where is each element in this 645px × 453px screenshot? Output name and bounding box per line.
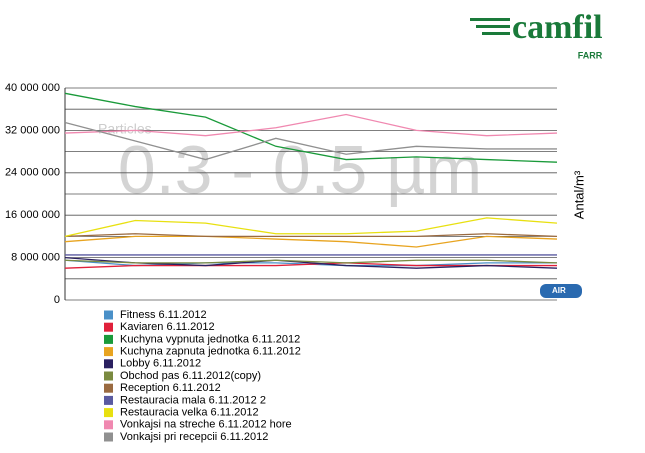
legend-swatch: [104, 334, 113, 344]
legend-label: Lobby 6.11.2012: [120, 358, 201, 370]
legend-label: Kuchyna zapnuta jednotka 6.11.2012: [120, 346, 301, 358]
legend-swatch: [104, 395, 113, 405]
logo-name: camfil: [512, 9, 603, 46]
legend-label: Fitness 6.11.2012: [120, 309, 207, 321]
legend-label: Restauracia mala 6.11.2012 2: [120, 394, 266, 406]
y-axis-label: Antal/m³: [571, 170, 586, 219]
logo-stripe: [476, 25, 510, 28]
legend-swatch: [104, 359, 113, 369]
series-line: [64, 259, 558, 264]
logo-stripe: [470, 18, 510, 21]
logo-sub: FARR: [578, 50, 603, 60]
series-line: [64, 217, 558, 238]
y-tick-label: 32 000 000: [5, 124, 60, 136]
series-line: [64, 121, 557, 161]
series-line: [64, 113, 558, 137]
watermark: Particles: [98, 121, 152, 137]
legend-swatch: [104, 371, 113, 381]
legend-label: Vonkajsi pri recepcii 6.11.2012: [120, 431, 268, 443]
y-tick-label: 40 000 000: [5, 82, 60, 94]
legend-swatch: [104, 310, 113, 320]
y-tick-label: 24 000 000: [5, 167, 60, 179]
legend-label: Restauracia velka 6.11.2012: [120, 407, 259, 419]
legend-label: Obchod pas 6.11.2012(copy): [120, 370, 261, 382]
watermark: 0.3 - 0.5 µm: [118, 132, 482, 208]
legend-swatch: [104, 432, 113, 442]
series-line: [64, 92, 558, 163]
legend-label: Vonkajsi na streche 6.11.2012 hore: [120, 419, 292, 431]
badge: [540, 284, 582, 298]
y-tick-label: 0: [54, 294, 60, 306]
legend-swatch: [104, 383, 113, 393]
legend-label: Reception 6.11.2012: [120, 382, 221, 394]
logo: camfil FARR: [470, 9, 603, 60]
y-tick-label: 16 000 000: [5, 209, 60, 221]
legend-label: Kuchyna vypnuta jednotka 6.11.2012: [120, 333, 300, 345]
logo-stripe: [482, 32, 510, 35]
legend-swatch: [104, 420, 113, 430]
legend-label: Kaviaren 6.11.2012: [120, 321, 215, 333]
badge-text: AIR: [552, 286, 566, 295]
series-line: [64, 235, 558, 248]
legend-swatch: [104, 347, 113, 357]
series-line: [64, 233, 558, 238]
legend-swatch: [104, 322, 113, 332]
legend-swatch: [104, 408, 113, 418]
y-tick-label: 8 000 000: [11, 252, 60, 264]
